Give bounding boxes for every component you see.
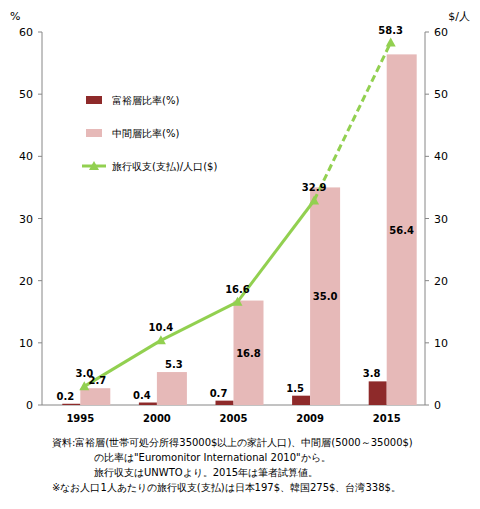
line-segment-dashed	[314, 43, 391, 201]
bar	[234, 301, 264, 405]
line-label: 32.9	[302, 182, 327, 193]
y2-tick	[425, 32, 429, 33]
line-marker	[309, 195, 319, 204]
y2-tick	[425, 94, 429, 95]
bar-label: 0.4	[133, 390, 151, 401]
x-tick-label: 2009	[296, 413, 324, 424]
y2-tick	[425, 280, 429, 281]
line-marker	[386, 38, 396, 47]
y-tick-label: 40	[19, 150, 33, 163]
legend-label: 旅行収支(支払)/人口($)	[112, 161, 217, 172]
bar-label: 3.8	[363, 368, 381, 379]
line-label: 3.0	[75, 368, 93, 379]
bar	[216, 401, 234, 405]
bar-label: 56.4	[389, 225, 414, 236]
y-tick	[38, 156, 42, 157]
bar-label: 16.8	[236, 348, 261, 359]
bar-label: 35.0	[313, 291, 338, 302]
y-tick-label: 10	[19, 337, 33, 350]
y2-tick-label: 50	[434, 88, 448, 101]
y2-tick-label: 10	[434, 337, 448, 350]
bar-label: 0.7	[210, 388, 228, 399]
y2-tick-label: 60	[434, 26, 448, 39]
note: 資料:富裕層(世帯可処分所得35000$以上の家計人口)、中間層(5000～35…	[52, 437, 413, 448]
line-segment	[84, 340, 161, 386]
line-label: 58.3	[378, 25, 403, 36]
y2-tick	[425, 342, 429, 343]
legend-swatch	[86, 129, 102, 137]
x-tick-label: 2005	[220, 413, 248, 424]
x-tick-label: 1995	[66, 413, 94, 424]
x-tick-label: 2015	[373, 413, 401, 424]
bar-label: 1.5	[286, 383, 304, 394]
legend-label: 富裕層比率(%)	[112, 95, 179, 106]
note: ※なお人口1人あたりの旅行収支(支払)は日本197$、韓国275$、台湾338$…	[52, 482, 401, 493]
line-label: 16.6	[225, 284, 250, 295]
bar-label: 0.2	[56, 391, 74, 402]
y-tick-label: 20	[19, 275, 33, 288]
bar	[292, 396, 310, 405]
y-tick	[38, 32, 42, 33]
y2-axis-label: $/人	[448, 10, 470, 23]
y-tick-label: 0	[26, 399, 33, 412]
bar	[157, 372, 187, 405]
line-marker	[156, 335, 166, 344]
bar	[80, 388, 110, 405]
y-tick	[38, 94, 42, 95]
y2-tick	[425, 218, 429, 219]
data-labels: 0.20.40.71.53.82.75.316.835.056.43.010.4…	[56, 25, 414, 402]
note: 旅行収支はUNWTOより。2015年は筆者試算値。	[94, 467, 318, 478]
legend: 富裕層比率(%) 中間層比率(%) 旅行収支(支払)/人口($)	[82, 95, 217, 172]
bar-label: 5.3	[165, 359, 183, 370]
y2-tick-label: 30	[434, 213, 448, 226]
line-marker	[233, 297, 243, 306]
y-tick-label: 30	[19, 213, 33, 226]
line-label: 10.4	[149, 322, 174, 333]
bar	[369, 381, 387, 405]
bar	[139, 403, 157, 405]
y2-tick	[425, 405, 429, 406]
line-segment	[161, 302, 238, 341]
y2-tick-label: 0	[434, 399, 441, 412]
legend-swatch	[86, 96, 102, 104]
legend-marker	[89, 161, 99, 170]
y2-tick-label: 20	[434, 275, 448, 288]
x-tick-label: 2000	[143, 413, 171, 424]
y-tick	[38, 218, 42, 219]
y-tick-label: 60	[19, 26, 33, 39]
y-tick	[38, 342, 42, 343]
bar	[62, 404, 80, 405]
y-tick	[38, 405, 42, 406]
note: の比率は"Euromonitor International 2010"から。	[94, 452, 331, 463]
y-axis-label: %	[10, 10, 20, 23]
legend-label: 中間層比率(%)	[112, 128, 179, 139]
bar	[387, 54, 417, 405]
y-tick-label: 50	[19, 88, 33, 101]
marks	[62, 38, 416, 405]
y-tick	[38, 280, 42, 281]
y2-tick	[425, 156, 429, 157]
bar	[310, 187, 340, 405]
chart: 0 10 20 30 40 50 60 0 10 20 30 40 50 60% $/人 1995 2000 20…	[0, 0, 480, 509]
y2-tick-label: 40	[434, 150, 448, 163]
